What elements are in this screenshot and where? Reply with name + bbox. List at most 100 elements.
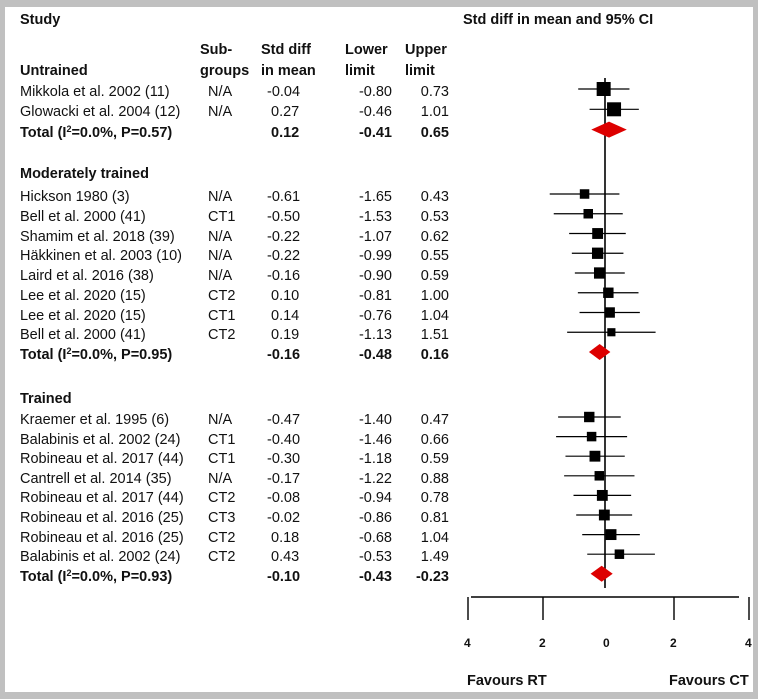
study-name: Robineau et al. 2016 (25) xyxy=(20,510,184,526)
upper-limit-value: 1.49 xyxy=(420,549,449,566)
total-smd-value: -0.16 xyxy=(267,347,301,363)
smd-value: -0.02 xyxy=(267,510,301,526)
study-name: Glowacki et al. 2004 (12) xyxy=(20,104,181,121)
lower-limit-value: -1.13 xyxy=(358,327,392,344)
x-axis-tick-label: 2 xyxy=(670,636,677,650)
smd-value: -0.40 xyxy=(267,431,301,448)
study-name: Lee et al. 2020 (15) xyxy=(20,307,146,324)
total-label-suffix: =0.0%, P=0.95) xyxy=(71,347,173,363)
upper-limit-value: 0.53 xyxy=(420,208,449,225)
upper-limit-value: 0.88 xyxy=(420,470,449,487)
total-upper-limit-value: 0.65 xyxy=(420,124,449,141)
smd-value: -0.17 xyxy=(267,470,301,487)
lower-limit-value: -0.46 xyxy=(358,104,392,121)
smd-value: 0.18 xyxy=(271,529,300,546)
group-header: Trained xyxy=(20,391,72,407)
upper-limit-value: 0.62 xyxy=(420,228,449,245)
subgroup-total-label: Total (I2=0.0%, P=0.95) xyxy=(20,346,172,364)
study-name: Robineau et al. 2017 (44) xyxy=(20,451,184,468)
lower-limit-value: -0.90 xyxy=(358,268,392,284)
study-name: Häkkinen et al. 2003 (10) xyxy=(20,248,183,265)
subgroup-total-label: Total (I2=0.0%, P=0.93) xyxy=(20,568,172,586)
total-lower-limit-value: -0.43 xyxy=(358,568,392,585)
total-lower-limit-value: -0.41 xyxy=(358,124,392,141)
subgroup-value: CT2 xyxy=(208,287,236,304)
lower-limit-value: -0.94 xyxy=(358,490,392,507)
forest-plot-panel xyxy=(5,7,753,692)
lower-limit-value: -1.53 xyxy=(358,208,392,225)
upper-limit-value: 0.47 xyxy=(420,412,449,428)
study-name: Laird et al. 2016 (38) xyxy=(20,268,154,284)
subgroup-value: CT1 xyxy=(208,431,236,448)
study-name: Balabinis et al. 2002 (24) xyxy=(20,549,181,566)
x-axis-tick-label: 4 xyxy=(745,636,752,650)
lower-limit-value: -0.76 xyxy=(358,307,392,324)
smd-value: 0.10 xyxy=(271,287,300,304)
smd-value: -0.50 xyxy=(267,208,301,225)
lower-limit-value: -0.80 xyxy=(358,84,392,100)
total-smd-value: 0.12 xyxy=(271,124,300,141)
upper-limit-value: 1.04 xyxy=(420,307,449,324)
upper-limit-value: 0.43 xyxy=(420,189,449,205)
smd-value: 0.43 xyxy=(271,549,300,566)
study-name: Balabinis et al. 2002 (24) xyxy=(20,431,181,448)
lower-limit-value: -1.40 xyxy=(358,412,392,428)
subgroup-value: CT2 xyxy=(208,490,236,507)
upper-limit-header-line1: Upper xyxy=(405,42,447,58)
total-label-suffix: =0.0%, P=0.57) xyxy=(71,124,173,141)
subgroup-total-label: Total (I2=0.0%, P=0.57) xyxy=(20,124,172,142)
total-label-prefix: Total (I xyxy=(20,568,67,585)
study-name: Bell et al. 2000 (41) xyxy=(20,327,146,344)
subgroups-header-line2: groups xyxy=(200,63,250,79)
subgroup-value: CT2 xyxy=(208,549,236,566)
upper-limit-value: 0.59 xyxy=(420,268,449,284)
x-axis-tick-label: 0 xyxy=(603,636,610,650)
x-axis-tick-label: 4 xyxy=(464,636,471,650)
subgroup-value: CT1 xyxy=(208,451,236,468)
study-column-header: Study xyxy=(20,12,61,28)
subgroup-value: N/A xyxy=(208,189,233,205)
study-name: Robineau et al. 2016 (25) xyxy=(20,529,184,546)
subgroup-value: N/A xyxy=(208,248,233,265)
group-header: Moderately trained xyxy=(20,166,149,182)
upper-limit-value: 1.51 xyxy=(420,327,449,344)
upper-limit-value: 1.04 xyxy=(420,529,449,546)
study-name: Robineau et al. 2017 (44) xyxy=(20,490,184,507)
lower-limit-value: -0.81 xyxy=(358,287,392,304)
smd-value: -0.04 xyxy=(267,84,301,100)
total-label-suffix: =0.0%, P=0.93) xyxy=(71,568,173,585)
subgroup-value: CT1 xyxy=(208,307,236,324)
total-label-superscript: 2 xyxy=(66,567,72,578)
upper-limit-value: 0.55 xyxy=(420,248,449,265)
subgroups-header-line1: Sub- xyxy=(200,42,233,58)
x-axis-tick-label: 2 xyxy=(539,636,546,650)
smd-value: 0.19 xyxy=(271,327,300,344)
plot-title: Std diff in mean and 95% CI xyxy=(463,12,654,28)
study-name: Bell et al. 2000 (41) xyxy=(20,208,146,225)
study-name: Shamim et al. 2018 (39) xyxy=(20,228,175,245)
upper-limit-value: 0.66 xyxy=(420,431,449,448)
total-smd-value: -0.10 xyxy=(267,568,301,585)
total-upper-limit-value: 0.16 xyxy=(420,347,449,363)
subgroup-value: N/A xyxy=(208,84,233,100)
study-name: Kraemer et al. 1995 (6) xyxy=(20,412,170,428)
study-name: Hickson 1980 (3) xyxy=(20,189,130,205)
upper-limit-value: 0.78 xyxy=(420,490,449,507)
total-lower-limit-value: -0.48 xyxy=(358,347,392,363)
std-diff-header-line1: Std diff xyxy=(261,42,311,58)
upper-limit-value: 1.01 xyxy=(420,104,449,121)
favours-ct-label: Favours CT xyxy=(669,673,749,689)
lower-limit-value: -0.86 xyxy=(358,510,392,526)
study-name: Lee et al. 2020 (15) xyxy=(20,287,146,304)
lower-limit-value: -0.53 xyxy=(358,549,392,566)
smd-value: -0.22 xyxy=(267,228,301,245)
lower-limit-value: -1.65 xyxy=(358,189,392,205)
subgroup-value: CT2 xyxy=(208,529,236,546)
group-header: Untrained xyxy=(20,63,88,79)
smd-value: -0.08 xyxy=(267,490,301,507)
total-upper-limit-value: -0.23 xyxy=(415,568,449,585)
lower-limit-header-line1: Lower xyxy=(345,42,388,58)
subgroup-value: N/A xyxy=(208,268,233,284)
total-label-prefix: Total (I xyxy=(20,124,67,141)
upper-limit-value: 0.81 xyxy=(420,510,449,526)
